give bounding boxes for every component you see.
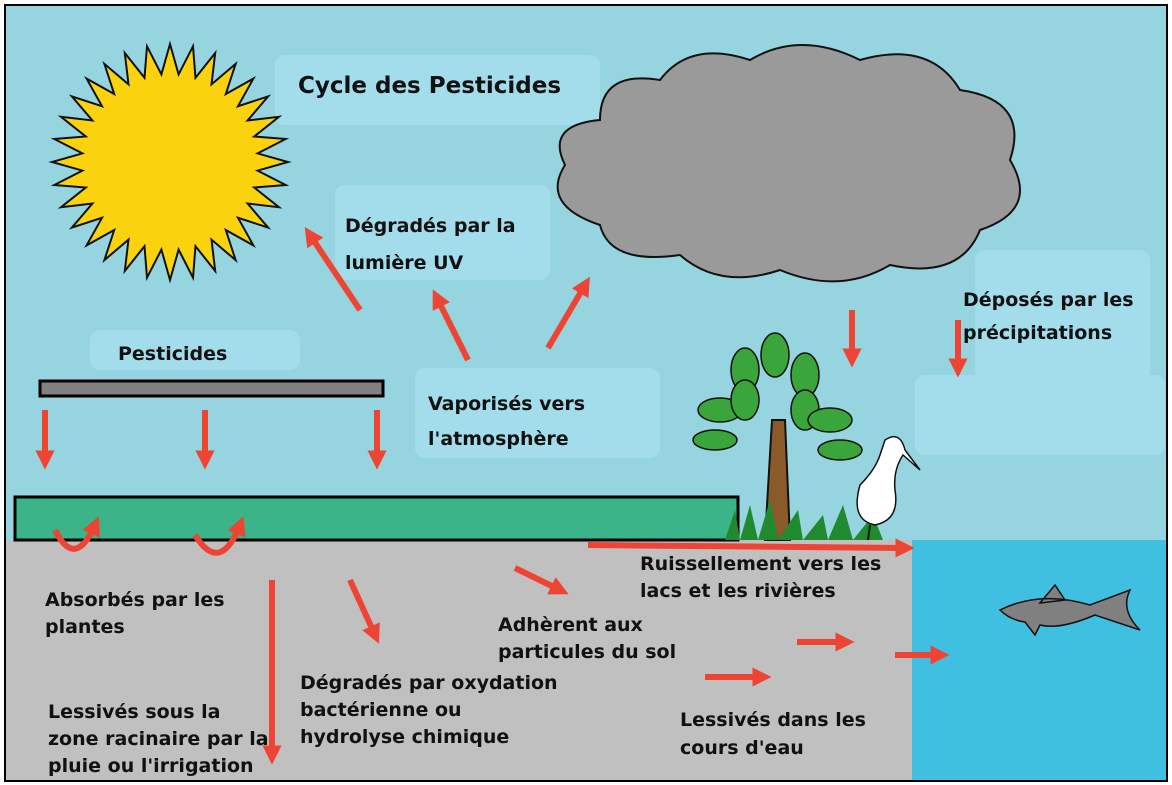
- cloud: [556, 44, 1021, 283]
- label-line: zone racinaire par la: [48, 728, 269, 750]
- title: Cycle des Pesticides: [298, 73, 561, 99]
- label-line: précipitations: [963, 322, 1112, 344]
- labels: Dégradés par la lumière UV Pesticides Vapor…: [45, 215, 1134, 777]
- tree: [692, 332, 883, 541]
- label-line: cours d'eau: [680, 737, 804, 759]
- field: [13, 495, 740, 542]
- label-line: plantes: [45, 616, 125, 638]
- label-line: lacs et les rivières: [640, 580, 836, 602]
- label-line: Dégradés par la: [345, 215, 516, 237]
- arrows: [35, 227, 968, 765]
- label-line: Pesticides: [118, 343, 227, 365]
- label-line: Dégradés par oxydation: [300, 672, 558, 694]
- label-line: Vaporisés vers: [428, 393, 585, 415]
- label-line: particules du sol: [498, 641, 676, 663]
- shark: [998, 583, 1141, 637]
- label-line: Lessivés dans les: [680, 709, 866, 731]
- spray-bar: [38, 379, 385, 398]
- label-line: pluie ou l'irrigation: [48, 755, 254, 777]
- label-line: lumière UV: [345, 252, 464, 274]
- water: [912, 540, 1166, 780]
- sun: [48, 40, 292, 284]
- label-line: Lessivés sous la: [48, 701, 220, 723]
- label-line: hydrolyse chimique: [300, 726, 509, 748]
- ground: [6, 540, 912, 780]
- label-line: Absorbés par les: [45, 589, 225, 611]
- egret: [856, 435, 921, 541]
- label-line: l'atmosphère: [428, 428, 569, 450]
- label-line: Déposés par les: [963, 289, 1134, 311]
- label-line: Adhèrent aux: [498, 614, 643, 636]
- text-boxes: [90, 55, 1165, 458]
- label-line: Ruissellement vers les: [640, 553, 881, 575]
- label-line: bactérienne ou: [300, 699, 462, 721]
